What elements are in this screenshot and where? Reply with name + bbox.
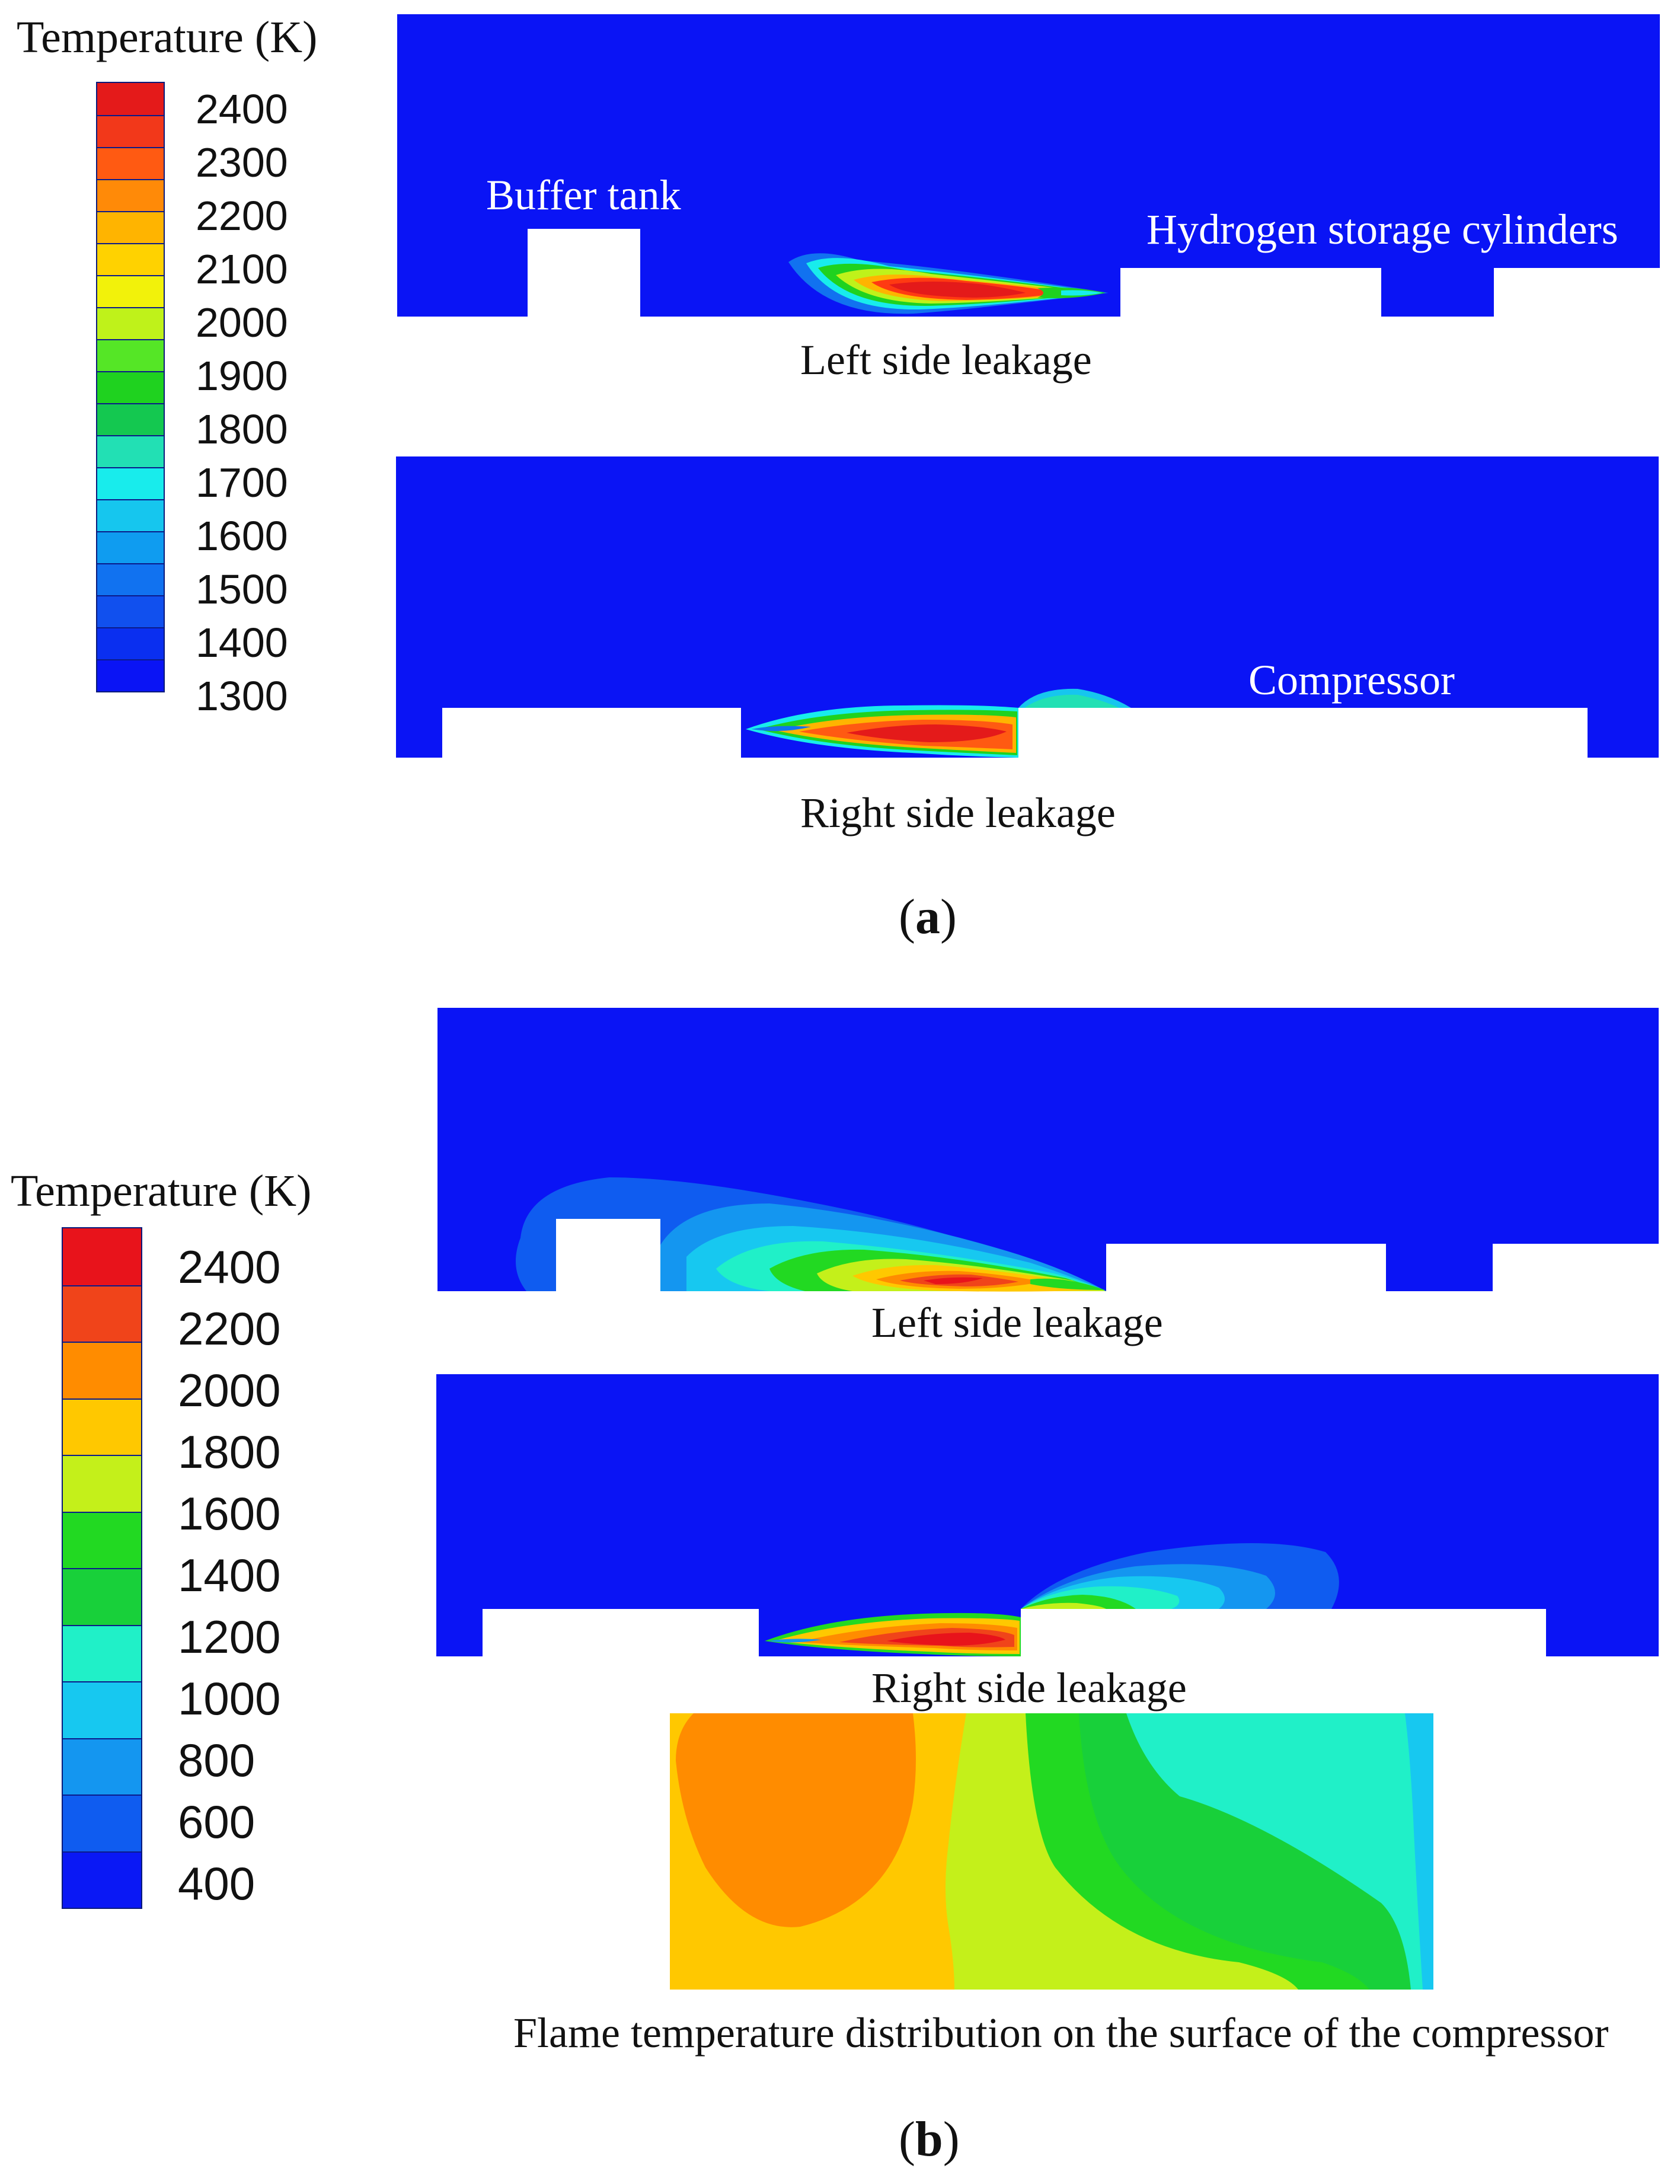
label-compressor-surface: Flame temperature distribution on the su… <box>513 2009 1609 2057</box>
legend-a-tick: 1300 <box>196 673 288 719</box>
legend-b-tick: 1400 <box>178 1549 281 1601</box>
legend-b-ticks: 2400 2200 2000 1800 1600 1400 1200 1000 … <box>178 1227 308 1910</box>
colorbar-segment <box>97 435 164 467</box>
colorbar-segment <box>97 659 164 691</box>
legend-a-tick: 1400 <box>196 620 288 666</box>
legend-b-tick: 600 <box>178 1796 255 1848</box>
colorbar-segment <box>97 339 164 371</box>
legend-a-title: Temperature (K) <box>17 12 318 62</box>
legend-b-tick: 2000 <box>178 1364 281 1416</box>
colorbar-segment <box>97 499 164 531</box>
panel-a-right-leak-contour <box>396 456 1659 758</box>
colorbar-segment <box>63 1681 141 1738</box>
colorbar-segment <box>97 371 164 403</box>
colorbar-segment <box>63 1624 141 1681</box>
legend-b-colorbar <box>62 1227 142 1909</box>
colorbar-segment <box>63 1795 141 1851</box>
legend-a-ticks: 2400 2300 2200 2100 2000 1900 1800 1700 … <box>196 82 314 719</box>
colorbar-segment <box>63 1738 141 1795</box>
panel-b-right-leak-contour <box>436 1374 1659 1656</box>
legend-b-tick: 2200 <box>178 1302 281 1355</box>
colorbar-segment <box>97 403 164 435</box>
legend-b-tick: 1200 <box>178 1611 281 1663</box>
colorbar-segment <box>63 1455 141 1512</box>
colorbar-segment <box>97 531 164 563</box>
label-a-right-leakage: Right side leakage <box>800 789 1116 836</box>
legend-a-tick: 2300 <box>196 139 288 186</box>
colorbar-segment <box>97 179 164 211</box>
colorbar-segment <box>97 307 164 339</box>
legend-a-colorbar <box>96 82 165 692</box>
label-buffer-tank: Buffer tank <box>486 171 681 219</box>
colorbar-segment <box>97 147 164 179</box>
legend-a-tick: 1500 <box>196 566 288 612</box>
legend-a-tick: 2000 <box>196 299 288 346</box>
legend-a-tick: 1600 <box>196 513 288 559</box>
colorbar-segment <box>97 563 164 595</box>
panel-b-left-leak-contour <box>437 1008 1659 1292</box>
legend-a-tick: 2200 <box>196 193 288 239</box>
panel-a-left-leak-contour <box>397 14 1660 317</box>
legend-b-tick: 1800 <box>178 1426 281 1478</box>
legend-b-tick: 400 <box>178 1857 255 1910</box>
legend-b-tick: 800 <box>178 1734 255 1786</box>
subfigure-label-b: (b) <box>899 2112 960 2167</box>
colorbar-segment <box>97 467 164 499</box>
colorbar-segment <box>63 1851 141 1908</box>
legend-b-tick: 2400 <box>178 1241 281 1293</box>
legend-a-tick: 2400 <box>196 86 288 132</box>
colorbar-segment <box>97 83 164 115</box>
colorbar-segment <box>63 1398 141 1455</box>
legend-a-tick: 1800 <box>196 406 288 452</box>
label-b-right-leakage: Right side leakage <box>871 1664 1187 1712</box>
label-b-left-leakage: Left side leakage <box>871 1299 1163 1346</box>
legend-b-tick: 1600 <box>178 1487 281 1540</box>
colorbar-segment <box>63 1342 141 1398</box>
colorbar-segment <box>63 1511 141 1568</box>
colorbar-segment <box>97 275 164 307</box>
colorbar-segment <box>97 595 164 627</box>
legend-b-tick: 1000 <box>178 1672 281 1725</box>
label-compressor-a: Compressor <box>1248 656 1455 704</box>
colorbar-segment <box>63 1285 141 1342</box>
colorbar-segment <box>97 243 164 275</box>
colorbar-segment <box>97 115 164 147</box>
subfigure-label-a: (a) <box>899 889 957 944</box>
colorbar-segment <box>63 1228 141 1285</box>
legend-b-title: Temperature (K) <box>11 1166 312 1216</box>
legend-a-tick: 1900 <box>196 353 288 399</box>
colorbar-segment <box>63 1568 141 1625</box>
legend-a-tick: 2100 <box>196 246 288 292</box>
colorbar-segment <box>97 211 164 243</box>
label-a-left-leakage: Left side leakage <box>800 336 1092 384</box>
colorbar-segment <box>97 627 164 659</box>
compressor-surface-contour <box>670 1713 1433 1990</box>
legend-a-tick: 1700 <box>196 459 288 506</box>
label-hydrogen-storage: Hydrogen storage cylinders <box>1146 206 1618 253</box>
